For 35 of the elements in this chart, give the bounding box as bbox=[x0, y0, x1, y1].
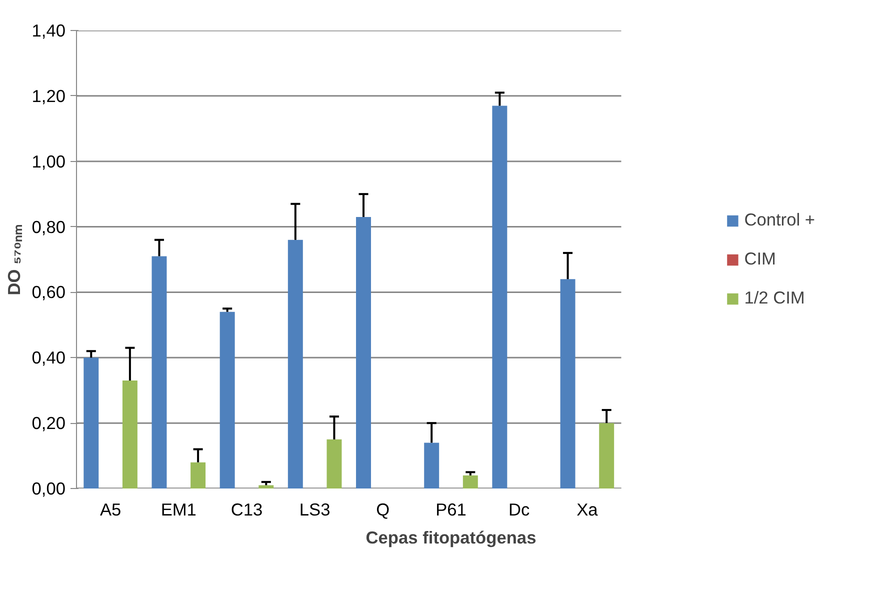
x-tick-label: EM1 bbox=[160, 500, 196, 520]
y-tick-label: 1,00 bbox=[32, 151, 66, 172]
bar bbox=[152, 256, 167, 488]
bar bbox=[462, 475, 478, 488]
x-tick-label: A5 bbox=[100, 500, 122, 520]
bar bbox=[424, 442, 440, 488]
legend-label: 1/2 CIM bbox=[744, 288, 805, 308]
y-tick-label: 0,80 bbox=[32, 216, 66, 237]
x-tick-label: C13 bbox=[230, 500, 263, 520]
y-axis-title: DO ₅₇₀ₙₘ bbox=[4, 224, 24, 296]
bar bbox=[122, 380, 138, 488]
bar bbox=[492, 106, 508, 488]
bar bbox=[258, 485, 274, 488]
bar bbox=[356, 216, 371, 488]
x-tick-label: Q bbox=[376, 500, 390, 520]
x-tick-label: Xa bbox=[576, 500, 598, 520]
y-tick-label: 0,00 bbox=[32, 478, 66, 498]
bar bbox=[288, 240, 303, 488]
y-tick-label: 1,20 bbox=[32, 86, 66, 106]
bar bbox=[84, 358, 99, 488]
x-tick-label: P61 bbox=[436, 500, 466, 520]
y-tick-label: 0,40 bbox=[32, 348, 66, 368]
y-tick-label: 0,60 bbox=[32, 282, 66, 302]
legend-label: CIM bbox=[744, 248, 776, 270]
x-axis-title: Cepas fitopatógenas bbox=[366, 528, 536, 548]
y-tick-label: 1,40 bbox=[32, 20, 66, 40]
legend-label: Control + bbox=[744, 210, 815, 230]
bar bbox=[599, 423, 614, 488]
y-tick-label: 0,20 bbox=[32, 413, 66, 434]
bar bbox=[190, 462, 206, 488]
x-tick-label: LS3 bbox=[299, 500, 330, 520]
bar bbox=[326, 439, 342, 488]
x-tick-label: Dc bbox=[508, 500, 530, 520]
bar bbox=[560, 279, 576, 488]
bar bbox=[220, 312, 235, 488]
